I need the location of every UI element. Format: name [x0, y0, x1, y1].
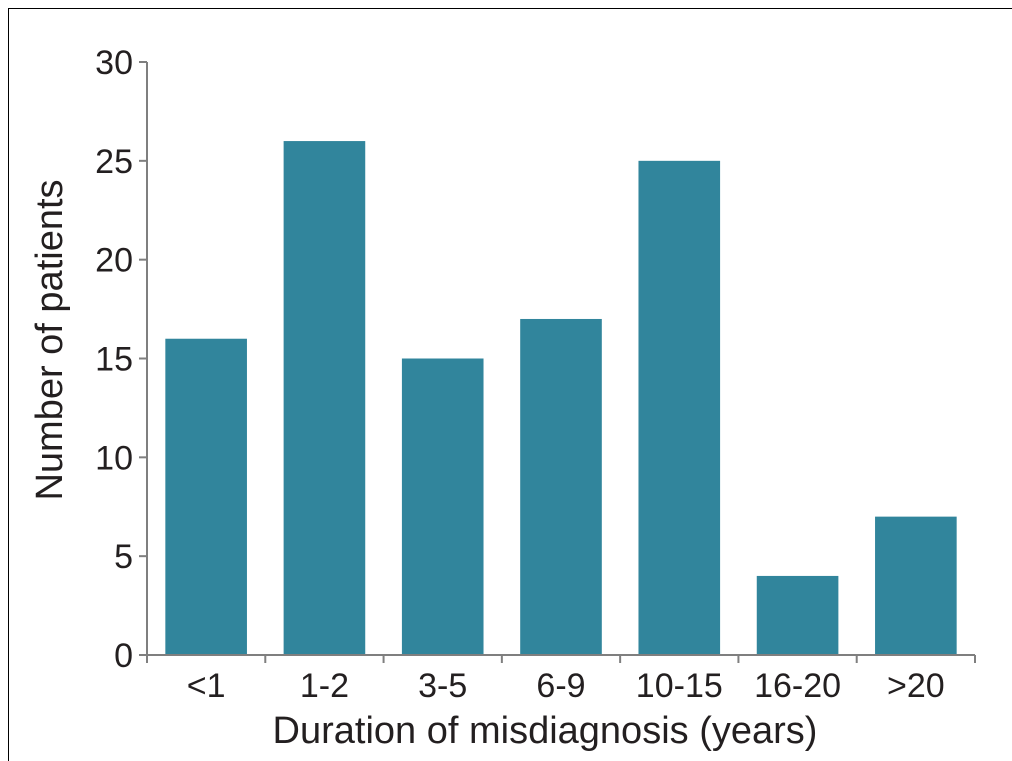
- bar-1: [283, 141, 366, 656]
- y-tick-label-6: 30: [95, 44, 133, 82]
- bar-4: [638, 160, 721, 656]
- bar-0: [165, 338, 247, 655]
- frame-border-left: [8, 8, 9, 761]
- x-tick-label-6: >20: [887, 667, 945, 705]
- y-tick-label-3: 15: [95, 341, 133, 379]
- bar-5: [756, 575, 839, 655]
- x-tick-label-3: 6-9: [536, 667, 585, 705]
- bar-6: [875, 516, 957, 655]
- x-ticks-group: <1 1-2 3-5 6-9 10-15 16-20 >20: [146, 655, 976, 705]
- y-tick-label-2: 10: [95, 439, 133, 477]
- y-tick-label-4: 20: [95, 242, 133, 280]
- bar-2: [401, 358, 484, 655]
- y-tick-label-5: 25: [95, 143, 133, 181]
- frame-border-top: [8, 8, 1012, 9]
- x-tick-label-1: 1-2: [300, 667, 349, 705]
- bar-3: [520, 318, 602, 655]
- x-tick-label-5: 16-20: [754, 667, 841, 705]
- y-axis-label: Number of patients: [29, 179, 71, 500]
- bars-group: [165, 141, 957, 656]
- x-tick-label-4: 10-15: [636, 667, 723, 705]
- y-tick-label-0: 0: [114, 637, 133, 675]
- x-tick-label-0: <1: [187, 667, 226, 705]
- y-tick-label-1: 5: [114, 538, 133, 576]
- x-tick-label-2: 3-5: [418, 667, 467, 705]
- x-axis-label: Duration of misdiagnosis (years): [273, 710, 818, 752]
- y-ticks-group: 0 5 10 15 20 25 30: [95, 44, 147, 675]
